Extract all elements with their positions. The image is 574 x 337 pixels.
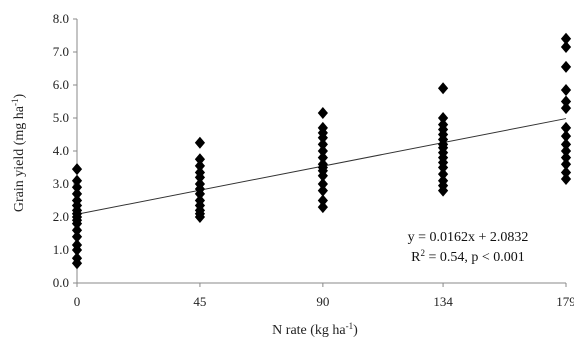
data-point	[560, 60, 572, 73]
y-tick-label: 6.0	[53, 77, 69, 92]
data-point	[71, 163, 83, 176]
y-axis-ticks: 0.0 1.0 2.0 3.0 4.0 5.0 6.0 7.0 8.0	[53, 11, 77, 290]
regression-stats: R2 = 0.54, p < 0.001	[411, 248, 525, 265]
data-point	[317, 151, 328, 164]
data-point	[437, 168, 449, 181]
data-point	[317, 194, 328, 207]
data-point	[560, 166, 572, 179]
y-tick-label: 7.0	[53, 44, 69, 59]
data-point	[560, 95, 572, 108]
data-point	[317, 201, 328, 214]
data-point	[560, 151, 572, 164]
data-point	[437, 174, 449, 187]
data-point	[437, 82, 449, 95]
x-tick-label: 179	[556, 294, 574, 309]
y-tick-label: 5.0	[53, 110, 69, 125]
data-point	[71, 239, 83, 252]
data-point	[560, 158, 572, 171]
x-tick-label: 90	[316, 294, 329, 309]
data-point	[560, 130, 572, 143]
data-point	[560, 138, 572, 151]
data-point	[560, 83, 572, 96]
data-point	[71, 252, 83, 265]
data-point	[194, 194, 206, 207]
data-point	[194, 153, 206, 166]
x-tick-label: 0	[74, 294, 81, 309]
data-point	[71, 181, 83, 194]
y-tick-label: 3.0	[53, 176, 69, 191]
data-point	[560, 121, 572, 134]
data-point	[317, 107, 328, 120]
data-point	[317, 145, 328, 157]
y-axis-title: Grain yield (mg ha-1)	[10, 94, 27, 213]
data-point	[317, 178, 328, 190]
x-tick-label: 45	[193, 294, 206, 309]
data-point	[194, 136, 206, 149]
data-point	[560, 173, 572, 186]
data-point	[71, 174, 83, 187]
data-point	[194, 166, 206, 179]
data-point	[560, 32, 572, 45]
data-point	[437, 118, 449, 131]
data-point	[560, 145, 572, 157]
y-tick-label: 1.0	[53, 242, 69, 257]
data-point	[71, 187, 83, 200]
data-point	[194, 178, 206, 190]
data-point	[317, 184, 328, 197]
x-axis-ticks: 0 45 90 134 179	[74, 283, 574, 309]
y-tick-label: 4.0	[53, 143, 69, 158]
data-point	[71, 230, 83, 243]
x-axis-title: N rate (kg ha-1)	[272, 321, 358, 337]
data-point	[560, 102, 572, 115]
data-point	[194, 159, 206, 172]
regression-equation: y = 0.0162x + 2.0832	[408, 230, 529, 245]
data-point	[71, 194, 83, 207]
data-points	[71, 32, 572, 270]
y-tick-label: 0.0	[53, 275, 69, 290]
data-point	[317, 138, 328, 151]
data-point	[560, 41, 572, 54]
x-tick-label: 134	[433, 294, 453, 309]
y-tick-label: 2.0	[53, 209, 69, 224]
data-point	[71, 224, 83, 237]
data-point	[317, 158, 328, 171]
y-tick-label: 8.0	[53, 11, 69, 26]
data-point	[437, 112, 449, 124]
data-point	[317, 121, 328, 134]
